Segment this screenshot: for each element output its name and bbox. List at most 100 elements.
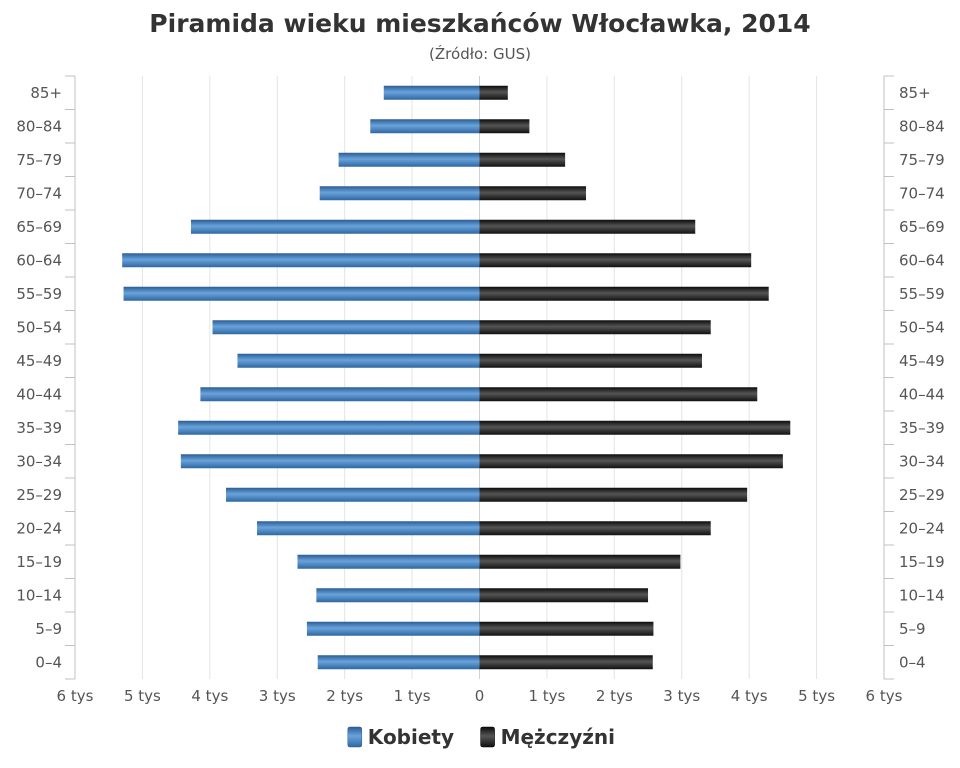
category-labels: 0–4 0–4 5–9 5–9 10–14 10–14 15–19 15–19 20–24 20–… (16, 84, 944, 672)
bar-kobiety-1 (306, 621, 480, 636)
x-tick-label: 4 tys (731, 687, 768, 705)
bar-mezczyzni-7 (479, 420, 791, 435)
legend-label: Kobiety (368, 725, 454, 749)
chart-subtitle: (Źródło: GUS) (429, 44, 531, 63)
category-label-right: 35–39 (899, 419, 945, 437)
category-label-left: 75–79 (16, 151, 62, 169)
bar-mezczyzni-1 (479, 621, 654, 636)
bar-kobiety-8 (200, 387, 480, 402)
category-label-right: 75–79 (899, 151, 945, 169)
bar-mezczyzni-6 (479, 454, 783, 469)
bar-kobiety-6 (180, 454, 480, 469)
x-tick-label: 4 tys (191, 687, 228, 705)
grid-lines (141, 76, 818, 679)
bar-kobiety-17 (383, 85, 480, 100)
category-label-left: 10–14 (16, 586, 62, 604)
x-tick-label: 0 (475, 687, 485, 705)
category-label-right: 30–34 (899, 452, 945, 470)
bar-kobiety-4 (257, 521, 480, 536)
x-tick-label: 6 tys (57, 687, 94, 705)
category-label-right: 65–69 (899, 218, 945, 236)
category-label-left: 35–39 (16, 419, 62, 437)
bar-mezczyzni-13 (479, 219, 696, 234)
legend: Kobiety Mężczyźni (347, 725, 615, 749)
bar-kobiety-0 (317, 655, 480, 670)
bar-kobiety-7 (178, 420, 480, 435)
category-label-right: 5–9 (899, 620, 926, 638)
category-label-right: 0–4 (899, 653, 926, 671)
category-label-right: 25–29 (899, 486, 945, 504)
bar-mezczyzni-14 (479, 186, 587, 201)
bar-mezczyzni-12 (479, 253, 752, 268)
category-label-left: 30–34 (16, 452, 62, 470)
category-label-right: 40–44 (899, 385, 945, 403)
category-label-right: 50–54 (899, 318, 945, 336)
bar-kobiety-9 (237, 353, 480, 368)
bar-kobiety-10 (212, 320, 480, 335)
x-tick-labels: 6 tys 5 tys 4 tys 3 tys 2 tys 1 tys 0 1 tys 2 ty… (57, 687, 903, 705)
category-label-right: 70–74 (899, 184, 945, 202)
category-label-right: 20–24 (899, 519, 945, 537)
category-label-left: 15–19 (16, 553, 62, 571)
x-tick-label: 5 tys (124, 687, 161, 705)
bar-mezczyzni-11 (479, 286, 769, 301)
category-label-right: 80–84 (899, 117, 945, 135)
bar-mezczyzni-4 (479, 521, 711, 536)
category-label-left: 25–29 (16, 486, 62, 504)
bar-kobiety-12 (122, 253, 480, 268)
category-label-left: 50–54 (16, 318, 62, 336)
bar-mezczyzni-10 (479, 320, 711, 335)
bar-mezczyzni-8 (479, 387, 758, 402)
x-tick-label: 3 tys (663, 687, 700, 705)
category-label-left: 85+ (30, 84, 62, 102)
category-label-right: 60–64 (899, 251, 945, 269)
legend-swatch (480, 726, 495, 748)
category-label-left: 70–74 (16, 184, 62, 202)
category-label-left: 60–64 (16, 251, 62, 269)
bars (122, 85, 791, 670)
category-label-left: 55–59 (16, 285, 62, 303)
category-label-left: 20–24 (16, 519, 62, 537)
category-label-right: 85+ (899, 84, 931, 102)
legend-label: Mężczyźni (501, 725, 615, 749)
bar-kobiety-14 (319, 186, 480, 201)
x-tick-label: 1 tys (394, 687, 431, 705)
legend-swatch (347, 726, 363, 748)
x-tick-label: 2 tys (326, 687, 363, 705)
bar-mezczyzni-15 (479, 152, 566, 167)
category-label-left: 45–49 (16, 352, 62, 370)
bar-mezczyzni-17 (479, 85, 508, 100)
x-tick-label: 2 tys (596, 687, 633, 705)
category-label-left: 80–84 (16, 117, 62, 135)
category-label-left: 40–44 (16, 385, 62, 403)
bar-mezczyzni-5 (479, 487, 748, 502)
bar-kobiety-15 (338, 152, 480, 167)
category-label-right: 10–14 (899, 586, 945, 604)
category-label-left: 65–69 (16, 218, 62, 236)
category-label-right: 15–19 (899, 553, 945, 571)
category-label-right: 55–59 (899, 285, 945, 303)
bar-mezczyzni-9 (479, 353, 702, 368)
x-tick-label: 1 tys (528, 687, 565, 705)
bar-kobiety-5 (226, 487, 480, 502)
x-tick-label: 5 tys (798, 687, 835, 705)
bar-kobiety-16 (370, 119, 480, 134)
bar-mezczyzni-0 (479, 655, 653, 670)
category-label-right: 45–49 (899, 352, 945, 370)
x-tick-label: 3 tys (259, 687, 296, 705)
bar-mezczyzni-3 (479, 554, 681, 569)
legend-item-0: Kobiety (347, 725, 454, 749)
bar-kobiety-11 (123, 286, 480, 301)
bar-mezczyzni-2 (479, 588, 649, 603)
x-tick-label: 6 tys (866, 687, 903, 705)
bar-kobiety-13 (190, 219, 480, 234)
category-label-left: 5–9 (35, 620, 62, 638)
bar-kobiety-2 (316, 588, 480, 603)
axes (65, 75, 894, 680)
bar-mezczyzni-16 (479, 119, 530, 134)
category-label-left: 0–4 (35, 653, 62, 671)
legend-item-1: Mężczyźni (480, 725, 615, 749)
bar-kobiety-3 (297, 554, 480, 569)
chart-title: Piramida wieku mieszkańców Włocławka, 20… (149, 9, 810, 38)
